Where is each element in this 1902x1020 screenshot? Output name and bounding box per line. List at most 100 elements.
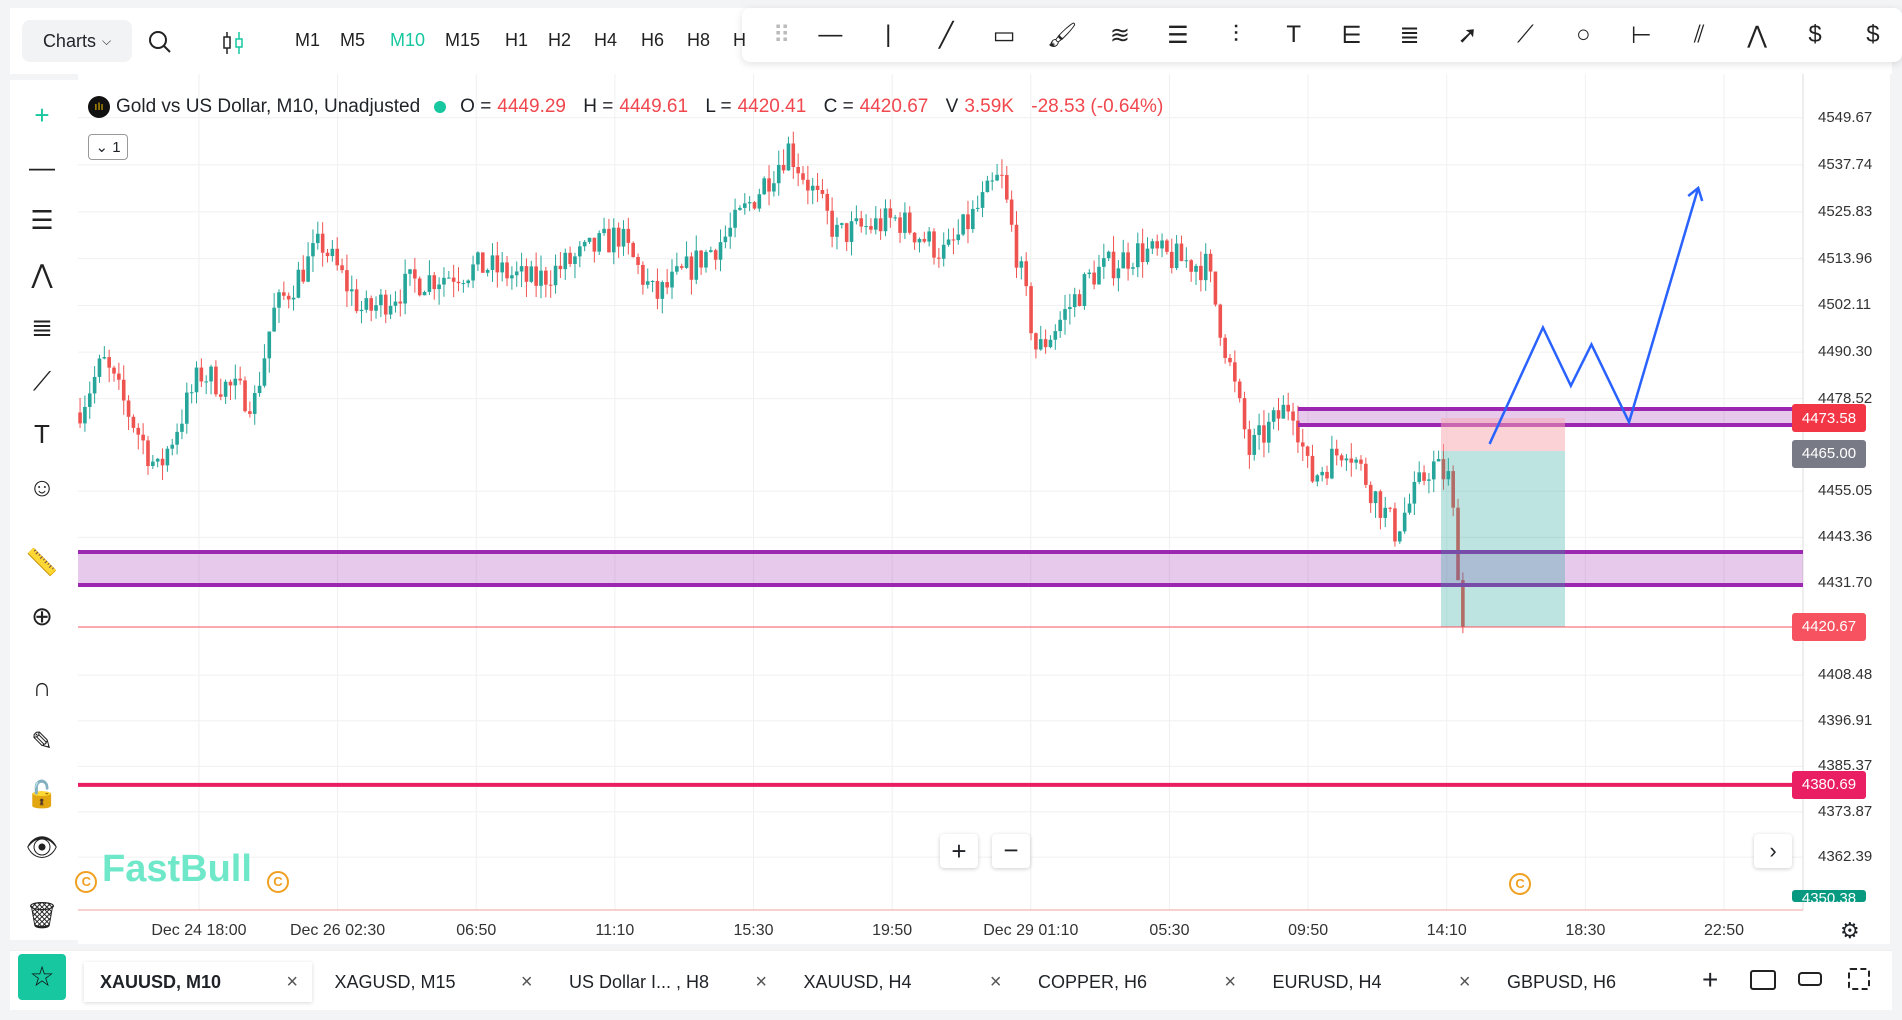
text-icon[interactable]: T	[1286, 21, 1302, 48]
resistance-zone[interactable]	[1298, 409, 1803, 425]
timeframe-h6[interactable]: H6	[641, 30, 665, 50]
forecast-path[interactable]	[1488, 187, 1700, 445]
candle-body	[316, 233, 320, 244]
timeframe-h1[interactable]: H1	[505, 30, 529, 50]
text-icon[interactable]: T	[34, 418, 50, 449]
trend-line-icon[interactable]: ╱	[938, 21, 954, 49]
tab-xauusd-m10[interactable]: XAUUSD, M10 ×	[84, 962, 312, 1002]
tab-label: EURUSD, H4	[1272, 971, 1382, 992]
vertical-line-icon[interactable]: |	[885, 21, 892, 48]
timeframe-m5[interactable]: M5	[340, 30, 366, 50]
tab-xauusd-h4[interactable]: XAUUSD, H4 ×	[788, 962, 1016, 1002]
tab-copper-h6[interactable]: COPPER, H6 ×	[1022, 962, 1250, 1002]
pitchfork-icon[interactable]: ⋿	[1341, 21, 1363, 49]
parallel-channel-icon[interactable]: ≋	[1109, 21, 1131, 49]
close-tab-icon[interactable]: ×	[1224, 970, 1236, 993]
settings-gear-icon[interactable]: ⚙	[1840, 918, 1860, 943]
crosshair-icon[interactable]: +	[34, 99, 50, 130]
emoji-icon[interactable]: ☺	[28, 472, 56, 503]
timeframe-h8[interactable]: H8	[687, 30, 711, 50]
timeframe-h2[interactable]: H2	[548, 30, 572, 50]
magnet-icon[interactable]: ∩	[32, 672, 52, 703]
candle-body	[1446, 471, 1451, 480]
tab-us-dollar-i-h8[interactable]: US Dollar I... , H8 ×	[553, 962, 781, 1002]
tab-gbpusd-h6[interactable]: GBPUSD, H6	[1491, 962, 1719, 1002]
candle-body	[1305, 446, 1310, 456]
indicators-collapse-button[interactable]: ⌄ 1	[88, 134, 128, 160]
price-label: 4465.00	[1792, 439, 1866, 468]
timeframe-m1[interactable]: M1	[295, 30, 321, 50]
market-open-dot	[434, 101, 447, 113]
candle-body	[1184, 260, 1189, 262]
price-note-icon[interactable]: $	[1866, 21, 1880, 48]
drag-handle-icon[interactable]: ⠿	[772, 21, 791, 49]
close-tab-icon[interactable]: ×	[520, 970, 533, 993]
scroll-right-button[interactable]: ›	[1754, 834, 1792, 868]
candle-body	[1116, 268, 1121, 279]
brush-icon[interactable]: 🖌	[1046, 21, 1078, 49]
horizontal-line-icon[interactable]: —	[818, 21, 843, 48]
candle-body	[1252, 434, 1257, 455]
support-zone[interactable]	[78, 552, 1803, 585]
layout-icon[interactable]	[1750, 970, 1776, 990]
candle-body	[1038, 339, 1043, 350]
gann-fan-icon[interactable]: ≣	[31, 312, 53, 342]
close-tab-icon[interactable]: ×	[989, 970, 1002, 993]
parallel-lines-icon[interactable]: ⫽	[1693, 21, 1705, 48]
candle-body	[117, 373, 121, 380]
arrow-icon[interactable]: ➚	[1457, 21, 1478, 49]
zoom-in-icon[interactable]: ⊕	[31, 600, 53, 631]
price-label-icon[interactable]: $	[1808, 21, 1822, 48]
stop-loss-area[interactable]	[1441, 418, 1565, 451]
trend-line-icon[interactable]: ⟋	[32, 366, 52, 397]
candlestick-type-icon[interactable]	[220, 30, 246, 56]
path-icon[interactable]: ⟋	[1517, 21, 1534, 48]
candle-body	[1281, 404, 1286, 419]
timeframe-m10[interactable]: M10	[390, 30, 426, 50]
symbol-title[interactable]: Gold vs US Dollar, M10, Unadjusted	[116, 96, 421, 117]
gann-icon[interactable]: ≣	[1399, 21, 1420, 49]
ruler-icon[interactable]: 📏	[25, 547, 59, 578]
tab-eurusd-h4[interactable]: EURUSD, H4 ×	[1257, 962, 1485, 1002]
charts-menu-button[interactable]: Charts ⌵	[22, 20, 132, 62]
ray-icon[interactable]: ⊢	[1630, 21, 1652, 49]
close-tab-icon[interactable]: ×	[286, 970, 298, 993]
candle-body	[820, 189, 825, 194]
zoom-in-button[interactable]: +	[940, 834, 978, 868]
pattern-icon[interactable]: ⋀	[1747, 21, 1767, 49]
event-marker-icon[interactable]: C	[1509, 873, 1532, 896]
close-tab-icon[interactable]: ×	[1458, 970, 1471, 993]
take-profit-area[interactable]	[1441, 451, 1565, 627]
candle-body	[1228, 357, 1232, 363]
horizontal-line-icon[interactable]: —	[29, 151, 55, 182]
chart-area[interactable]	[78, 74, 1890, 944]
add-tab-icon[interactable]: +	[1702, 964, 1719, 995]
lock-drawing-icon[interactable]: ✎	[31, 725, 53, 756]
rectangle-icon[interactable]: ▭	[992, 21, 1016, 49]
candle-body	[519, 266, 524, 272]
trash-icon[interactable]: 🗑	[25, 900, 59, 931]
pattern-icon[interactable]: ⋀	[31, 258, 53, 289]
timeframe-m15[interactable]: M15	[445, 30, 481, 50]
event-marker-icon[interactable]: C	[75, 871, 98, 894]
fullscreen-icon[interactable]	[1848, 968, 1870, 990]
fib-extension-icon[interactable]: ⫶	[1232, 21, 1239, 48]
window-icon[interactable]	[1798, 972, 1822, 986]
fib-lines-icon[interactable]: ☰	[30, 205, 54, 236]
zoom-out-button[interactable]: −	[992, 834, 1030, 868]
eye-icon[interactable]: 👁	[25, 832, 59, 863]
event-marker-icon[interactable]: C	[266, 871, 289, 894]
candle-body	[699, 250, 703, 268]
search-icon[interactable]	[148, 30, 172, 54]
timeframe-h4[interactable]: H4	[594, 30, 618, 50]
unlock-icon[interactable]: 🔓	[25, 779, 59, 809]
close-tab-icon[interactable]: ×	[755, 970, 767, 993]
favorites-star-button[interactable]: ☆	[18, 954, 66, 1000]
fib-retracement-icon[interactable]: ☰	[1167, 21, 1189, 49]
timeframe-h[interactable]: H	[733, 30, 746, 50]
candle-body	[796, 167, 800, 174]
candle-body	[694, 250, 699, 280]
tab-xagusd-m15[interactable]: XAGUSD, M15 ×	[319, 962, 547, 1002]
candle-body	[1349, 458, 1354, 463]
circle-icon[interactable]: ○	[1576, 21, 1591, 48]
